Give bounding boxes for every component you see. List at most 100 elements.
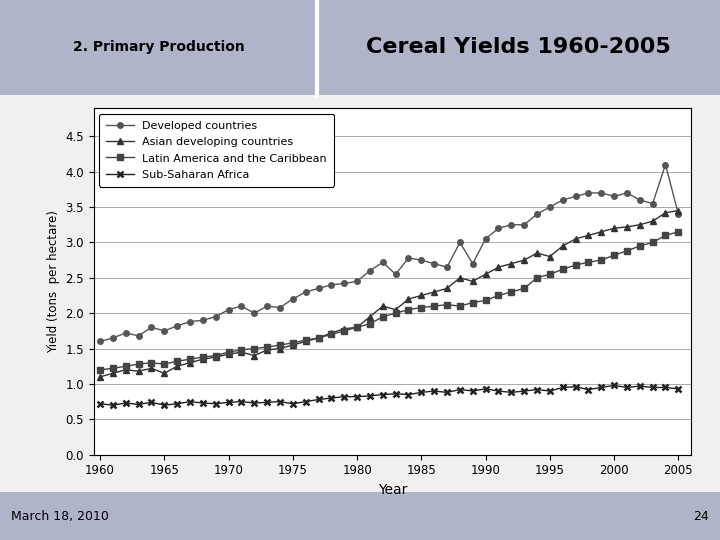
Line: Asian developing countries: Asian developing countries bbox=[97, 208, 681, 380]
Asian developing countries bbox=[160, 370, 168, 376]
Sub-Saharan Africa bbox=[623, 384, 631, 391]
Developed countries bbox=[481, 235, 490, 242]
Latin America and the Caribbean bbox=[276, 342, 284, 348]
Latin America and the Caribbean bbox=[559, 266, 567, 273]
Text: 2. Primary Production: 2. Primary Production bbox=[73, 40, 244, 54]
Developed countries bbox=[186, 319, 194, 325]
Latin America and the Caribbean bbox=[263, 344, 271, 350]
Line: Developed countries: Developed countries bbox=[97, 162, 681, 345]
Legend: Developed countries, Asian developing countries, Latin America and the Caribbean: Developed countries, Asian developing co… bbox=[99, 113, 334, 187]
Sub-Saharan Africa bbox=[494, 388, 503, 394]
Sub-Saharan Africa bbox=[160, 402, 168, 408]
Sub-Saharan Africa bbox=[353, 394, 361, 400]
Developed countries bbox=[520, 221, 528, 228]
Sub-Saharan Africa bbox=[366, 393, 374, 399]
Sub-Saharan Africa bbox=[430, 388, 438, 394]
Latin America and the Caribbean bbox=[379, 314, 387, 320]
Sub-Saharan Africa bbox=[340, 394, 348, 400]
Latin America and the Caribbean bbox=[443, 301, 451, 308]
Asian developing countries bbox=[134, 368, 143, 374]
Asian developing countries bbox=[648, 218, 657, 225]
Asian developing countries bbox=[263, 347, 271, 353]
Developed countries bbox=[96, 338, 104, 345]
Sub-Saharan Africa bbox=[173, 401, 181, 407]
Latin America and the Caribbean bbox=[430, 303, 438, 309]
Asian developing countries bbox=[507, 260, 516, 267]
Latin America and the Caribbean bbox=[456, 303, 464, 309]
Latin America and the Caribbean bbox=[212, 353, 220, 359]
Developed countries bbox=[494, 225, 503, 232]
Asian developing countries bbox=[379, 303, 387, 309]
Developed countries bbox=[507, 221, 516, 228]
Developed countries bbox=[469, 260, 477, 267]
Sub-Saharan Africa bbox=[597, 384, 606, 391]
Latin America and the Caribbean bbox=[507, 289, 516, 295]
Sub-Saharan Africa bbox=[276, 399, 284, 405]
Sub-Saharan Africa bbox=[559, 384, 567, 391]
Asian developing countries bbox=[327, 330, 336, 336]
Sub-Saharan Africa bbox=[250, 400, 258, 406]
Text: 24: 24 bbox=[693, 510, 709, 523]
Asian developing countries bbox=[584, 232, 593, 239]
Latin America and the Caribbean bbox=[469, 299, 477, 306]
Asian developing countries bbox=[212, 354, 220, 360]
Latin America and the Caribbean bbox=[610, 252, 618, 259]
Developed countries bbox=[417, 257, 426, 264]
Asian developing countries bbox=[237, 349, 246, 355]
Sub-Saharan Africa bbox=[546, 388, 554, 394]
Sub-Saharan Africa bbox=[469, 388, 477, 394]
Developed countries bbox=[533, 211, 541, 218]
Sub-Saharan Africa bbox=[147, 399, 156, 406]
Asian developing countries bbox=[250, 353, 258, 359]
Asian developing countries bbox=[636, 221, 644, 228]
Y-axis label: Yield (tons  per hectare): Yield (tons per hectare) bbox=[47, 210, 60, 353]
Sub-Saharan Africa bbox=[379, 392, 387, 398]
Developed countries bbox=[430, 260, 438, 267]
Latin America and the Caribbean bbox=[366, 321, 374, 327]
Developed countries bbox=[250, 310, 258, 316]
Latin America and the Caribbean bbox=[404, 306, 413, 313]
Sub-Saharan Africa bbox=[674, 386, 683, 392]
Developed countries bbox=[276, 304, 284, 310]
Developed countries bbox=[623, 190, 631, 196]
Developed countries bbox=[173, 323, 181, 329]
Sub-Saharan Africa bbox=[212, 401, 220, 407]
Sub-Saharan Africa bbox=[661, 384, 670, 391]
Asian developing countries bbox=[391, 306, 400, 313]
Latin America and the Caribbean bbox=[571, 262, 580, 268]
Latin America and the Caribbean bbox=[584, 259, 593, 266]
Latin America and the Caribbean bbox=[546, 271, 554, 278]
Latin America and the Caribbean bbox=[340, 328, 348, 334]
Asian developing countries bbox=[481, 271, 490, 278]
Sub-Saharan Africa bbox=[610, 382, 618, 389]
Asian developing countries bbox=[494, 264, 503, 271]
Latin America and the Caribbean bbox=[250, 345, 258, 352]
Asian developing countries bbox=[147, 365, 156, 372]
Latin America and the Caribbean bbox=[648, 239, 657, 246]
Asian developing countries bbox=[661, 210, 670, 216]
Latin America and the Caribbean bbox=[96, 367, 104, 373]
Sub-Saharan Africa bbox=[571, 383, 580, 390]
Sub-Saharan Africa bbox=[443, 389, 451, 396]
Sub-Saharan Africa bbox=[96, 401, 104, 407]
Latin America and the Caribbean bbox=[520, 285, 528, 292]
Developed countries bbox=[584, 190, 593, 196]
Latin America and the Caribbean bbox=[494, 292, 503, 299]
Latin America and the Caribbean bbox=[327, 331, 336, 338]
Asian developing countries bbox=[456, 274, 464, 281]
Latin America and the Caribbean bbox=[186, 356, 194, 362]
Asian developing countries bbox=[186, 360, 194, 366]
Developed countries bbox=[546, 204, 554, 210]
Latin America and the Caribbean bbox=[597, 257, 606, 264]
Sub-Saharan Africa bbox=[199, 400, 207, 406]
Line: Sub-Saharan Africa: Sub-Saharan Africa bbox=[96, 382, 682, 409]
Developed countries bbox=[379, 259, 387, 266]
Developed countries bbox=[212, 314, 220, 320]
Sub-Saharan Africa bbox=[327, 395, 336, 401]
Sub-Saharan Africa bbox=[507, 389, 516, 396]
Sub-Saharan Africa bbox=[520, 388, 528, 394]
Sub-Saharan Africa bbox=[122, 400, 130, 406]
Sub-Saharan Africa bbox=[109, 402, 117, 408]
Developed countries bbox=[636, 197, 644, 203]
Latin America and the Caribbean bbox=[661, 232, 670, 239]
